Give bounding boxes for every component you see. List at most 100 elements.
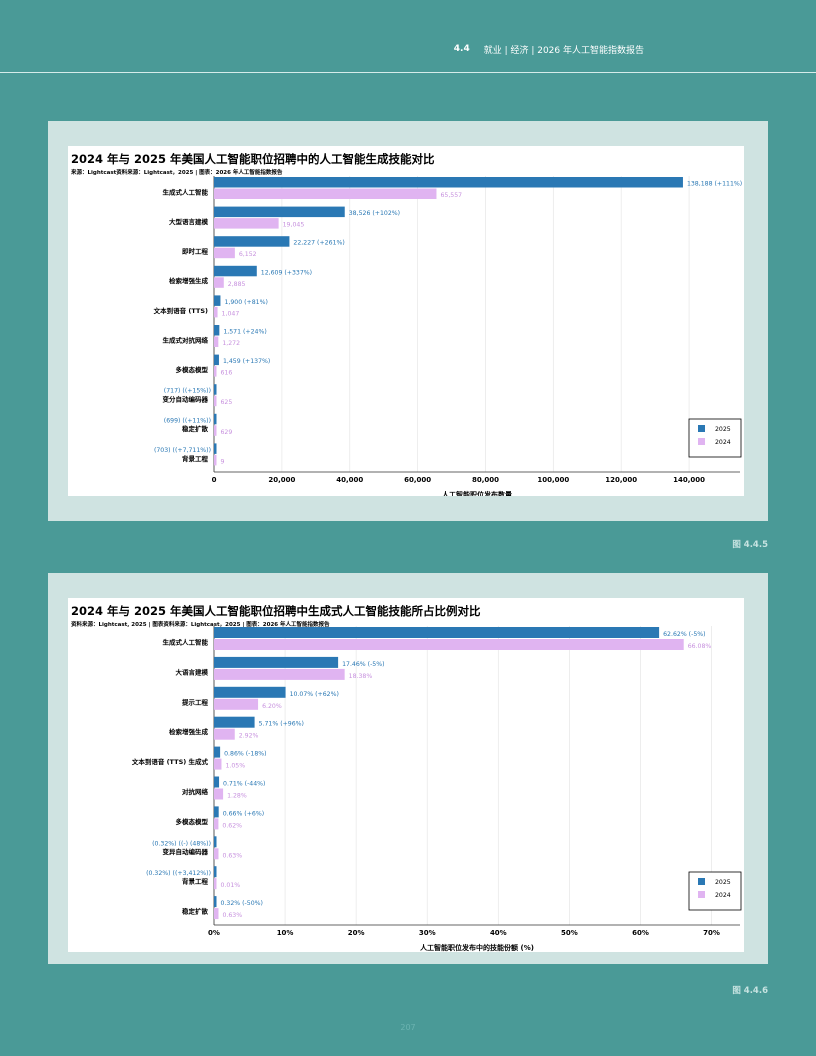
legend-swatch-2024 — [698, 438, 705, 445]
data-label-2025: 17.46% (-5%) — [342, 661, 384, 668]
category-label: 即时工程 — [182, 247, 209, 256]
legend-label-2025: 2025 — [715, 426, 731, 433]
x-tick-label: 40,000 — [336, 476, 363, 484]
data-label-2024: 1.28% — [227, 793, 247, 800]
legend-swatch-2025 — [698, 878, 705, 885]
category-label: 生成式人工智能 — [163, 638, 209, 647]
data-label-2024: 66.08% — [688, 643, 712, 650]
data-label-2025: 5.71% (+96%) — [259, 721, 304, 728]
x-tick-label: 50% — [561, 929, 578, 937]
x-tick-label: 60% — [632, 929, 649, 937]
x-tick-label: 0% — [208, 929, 220, 937]
x-tick-label: 10% — [277, 929, 294, 937]
data-label-2025: 1,571 (+24%) — [223, 329, 266, 336]
bar-2025 — [214, 177, 683, 188]
bar-2024 — [214, 454, 217, 466]
data-label-2025: 10.07% (+62%) — [290, 691, 339, 698]
category-label: 大型语言建模 — [169, 217, 209, 226]
data-label-2025: (699) ((+11%)) — [164, 417, 211, 424]
legend-box — [688, 418, 742, 458]
category-label: 大语言建模 — [176, 667, 209, 676]
data-label-2024: 625 — [221, 399, 233, 406]
bar-2024 — [214, 188, 437, 199]
legend-box — [688, 871, 742, 911]
data-label-2024: 2,885 — [228, 281, 246, 288]
figure-panel-2: 2024 年与 2025 年美国人工智能职位招聘中生成式人工智能技能所占比例对比… — [48, 573, 768, 964]
bar-2025 — [214, 746, 221, 758]
x-tick-label: 40% — [490, 929, 507, 937]
data-label-2025: (0.32%) ((-) (48%)) — [152, 840, 211, 847]
chart-2: 0% 10% 20% 30% 40% 50% 60% 70% 人工智能职位发布中的技能份额 (%… — [131, 626, 742, 952]
chart-title-2: 2024 年与 2025 年美国人工智能职位招聘中生成式人工智能技能所占比例对比 — [71, 604, 481, 618]
data-label-2025: 22,227 (+261%) — [293, 240, 344, 247]
category-label: 提示工程 — [182, 697, 209, 706]
bar-2025 — [214, 413, 217, 425]
bar-2025 — [214, 836, 217, 848]
chart-card-2: 2024 年与 2025 年美国人工智能职位招聘中生成式人工智能技能所占比例对比… — [68, 598, 744, 952]
category-label: 文本到语音 (TTS) 生成式 — [131, 757, 209, 766]
header-rule — [0, 72, 816, 73]
data-label-2025: (703) ((+7,711%)) — [154, 447, 211, 454]
data-label-2024: 19,045 — [283, 222, 305, 229]
category-label: 背景工程 — [182, 877, 209, 886]
data-label-2025: 0.32% (-50%) — [221, 900, 263, 907]
chart-title-1: 2024 年与 2025 年美国人工智能职位招聘中的人工智能生成技能对比 — [71, 152, 435, 166]
category-label: 背景工程 — [182, 454, 209, 463]
x-axis-label: 人工智能职位发布数量 — [442, 490, 512, 496]
bar-2024 — [214, 848, 219, 860]
bar-2024 — [214, 878, 217, 890]
bar-2025 — [214, 325, 220, 336]
data-label-2025: 12,609 (+337%) — [261, 269, 312, 276]
data-label-2025: 1,900 (+81%) — [224, 299, 267, 306]
bar-2025 — [214, 656, 339, 668]
bar-2024 — [214, 728, 235, 740]
data-label-2025: 0.71% (-44%) — [223, 781, 265, 788]
x-tick-label: 80,000 — [472, 476, 499, 484]
category-label: 稳定扩散 — [182, 424, 209, 433]
data-label-2024: 1,272 — [222, 340, 240, 347]
bar-2025 — [214, 354, 219, 366]
figure-label-1: 图 4.4.5 — [732, 540, 768, 550]
data-label-2025: (0.32%) ((+3,412%)) — [146, 870, 211, 877]
x-tick-label: 120,000 — [605, 476, 637, 484]
figure-panel-1: 2024 年与 2025 年美国人工智能职位招聘中的人工智能生成技能对比 来源：… — [48, 121, 768, 521]
bar-2024 — [214, 668, 345, 680]
bar-2024 — [214, 818, 219, 830]
bar-2024 — [214, 639, 684, 650]
x-axis-label: 人工智能职位发布中的技能份额 (%) — [420, 943, 534, 952]
section-number: 4.4 — [453, 44, 470, 54]
data-label-2025: 0.66% (+6%) — [223, 810, 264, 817]
running-header: 4.4 就业 | 经济 | 2026 年人工智能指数报告 — [454, 40, 816, 58]
breadcrumb: 就业 | 经济 | 2026 年人工智能指数报告 — [483, 45, 644, 56]
bar-2025 — [214, 443, 217, 454]
data-label-2024: 6,152 — [239, 251, 257, 258]
data-label-2024: 616 — [221, 370, 233, 377]
category-label: 生成式对抗网络 — [163, 335, 209, 344]
chart-source-1: 来源：Lightcast资料来源：Lightcast，2025 | 图表：202… — [71, 170, 283, 176]
x-tick-label: 20,000 — [268, 476, 295, 484]
legend-swatch-2024 — [698, 891, 705, 898]
bar-2024 — [214, 758, 222, 770]
bar-2024 — [214, 395, 217, 407]
legend-swatch-2025 — [698, 425, 705, 432]
data-label-2025: 0.86% (-18%) — [224, 751, 266, 758]
bar-2025 — [214, 265, 257, 277]
bar-2025 — [214, 206, 345, 218]
data-label-2025: 38,526 (+102%) — [349, 210, 400, 217]
chart-card-1: 2024 年与 2025 年美国人工智能职位招聘中的人工智能生成技能对比 来源：… — [68, 146, 744, 496]
bar-2025 — [214, 236, 290, 247]
data-label-2024: 2.92% — [239, 733, 259, 740]
bar-2025 — [214, 295, 221, 306]
bar-2025 — [214, 806, 219, 818]
category-label: 稳定扩散 — [182, 907, 209, 916]
category-label: 变异自动编码器 — [163, 847, 209, 856]
legend-label-2024: 2024 — [715, 439, 731, 446]
x-tick-label: 20% — [348, 929, 365, 937]
bar-2024 — [214, 336, 219, 347]
bar-2025 — [214, 716, 255, 728]
bar-2024 — [214, 218, 279, 229]
category-label: 变分自动编码器 — [163, 395, 209, 404]
data-label-2024: 1.05% — [225, 763, 245, 770]
bar-2024 — [214, 247, 235, 259]
category-label: 对抗网络 — [182, 787, 209, 796]
